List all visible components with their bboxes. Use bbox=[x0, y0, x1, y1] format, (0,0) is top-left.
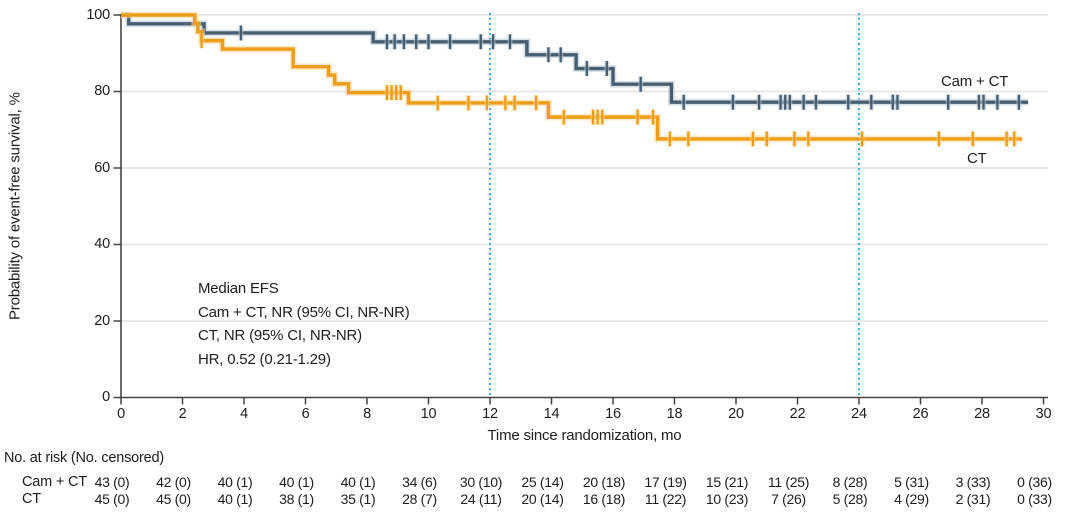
curve-label-cam-ct: Cam + CT bbox=[941, 73, 1009, 90]
x-tick-label: 6 bbox=[301, 406, 310, 422]
risk-table-cell: 0 (36) bbox=[1017, 474, 1052, 490]
risk-table-header: No. at risk (No. censored) bbox=[4, 450, 164, 466]
y-tick-label: 20 bbox=[94, 312, 110, 329]
risk-table-cell: 17 (19) bbox=[644, 474, 687, 490]
risk-table-cell: 4 (29) bbox=[894, 490, 929, 507]
risk-table-cell: 40 (1) bbox=[279, 474, 314, 490]
y-tick-label: 100 bbox=[86, 6, 110, 23]
annotation-line: Cam + CT, NR (95% CI, NR-NR) bbox=[198, 303, 410, 321]
x-tick-label: 8 bbox=[363, 406, 371, 422]
risk-table-cell: 16 (18) bbox=[582, 490, 626, 507]
risk-table-cell: 15 (21) bbox=[705, 474, 749, 490]
annotation-line: Median EFS bbox=[198, 280, 279, 297]
cam-ct-curve bbox=[121, 13, 1029, 104]
x-axis-title: Time since randomization, mo bbox=[487, 427, 682, 444]
risk-table-cell: 10 (23) bbox=[705, 490, 749, 507]
risk-table-cell: 20 (14) bbox=[521, 490, 564, 507]
x-tick-label: 10 bbox=[420, 406, 437, 422]
x-tick-label: 14 bbox=[543, 406, 560, 422]
risk-row-label-ct: CT bbox=[22, 490, 41, 507]
risk-table-cell: 3 (33) bbox=[955, 474, 991, 490]
risk-table-cell: 45 (0) bbox=[156, 490, 191, 507]
risk-row-label-cam-ct: Cam + CT bbox=[22, 474, 87, 490]
risk-table-cell: 24 (11) bbox=[460, 490, 502, 507]
risk-table-cell: 42 (0) bbox=[156, 474, 191, 490]
y-tick-label: 60 bbox=[94, 159, 110, 176]
risk-table-cell: 40 (1) bbox=[340, 474, 376, 490]
risk-table-cell: 8 (28) bbox=[832, 474, 868, 490]
x-tick-label: 2 bbox=[178, 406, 187, 422]
risk-table-cell: 5 (31) bbox=[894, 474, 929, 490]
risk-table-cell: 20 (18) bbox=[582, 474, 626, 490]
curve-label-ct: CT bbox=[967, 150, 987, 167]
risk-table-cell: 11 (22) bbox=[644, 490, 687, 507]
risk-table-cell: 7 (26) bbox=[771, 490, 806, 507]
annotation-line: CT, NR (95% CI, NR-NR) bbox=[198, 327, 362, 344]
risk-table-cell: 11 (25) bbox=[767, 474, 810, 490]
risk-table-cell: 45 (0) bbox=[94, 490, 130, 507]
x-tick-label: 4 bbox=[240, 406, 248, 422]
x-tick-label: 22 bbox=[789, 406, 806, 422]
risk-table-cell: 0 (33) bbox=[1017, 490, 1052, 507]
y-axis-title: Probability of event-free survival, % bbox=[6, 92, 24, 321]
ct-curve bbox=[121, 13, 1022, 141]
risk-table-cell: 2 (31) bbox=[955, 490, 991, 507]
x-tick-label: 0 bbox=[117, 406, 125, 422]
annotation-line: HR, 0.52 (0.21-1.29) bbox=[198, 350, 331, 368]
risk-table-cell: 43 (0) bbox=[94, 474, 130, 490]
risk-table-cell: 34 (6) bbox=[402, 474, 437, 490]
x-tick-label: 16 bbox=[605, 406, 621, 422]
risk-table-cell: 38 (1) bbox=[279, 490, 314, 507]
risk-table-cell: 25 (14) bbox=[521, 474, 564, 490]
x-tick-label: 28 bbox=[974, 406, 990, 422]
x-tick-label: 12 bbox=[482, 406, 498, 422]
risk-table-cell: 35 (1) bbox=[340, 490, 376, 507]
x-tick-label: 20 bbox=[728, 406, 744, 422]
risk-table-cell: 5 (28) bbox=[832, 490, 868, 507]
y-tick-label: 40 bbox=[94, 236, 110, 252]
x-tick-label: 18 bbox=[666, 406, 683, 422]
x-tick-label: 30 bbox=[1035, 406, 1052, 422]
x-tick-label: 24 bbox=[851, 406, 867, 422]
risk-table-cell: 40 (1) bbox=[217, 474, 253, 490]
y-tick-label: 80 bbox=[94, 83, 110, 99]
median-efs-annotation: Median EFS Cam + CT, NR (95% CI, NR-NR) … bbox=[198, 277, 410, 371]
risk-table-cell: 40 (1) bbox=[217, 490, 253, 507]
y-tick-label: 0 bbox=[102, 389, 110, 405]
x-tick-label: 26 bbox=[912, 406, 929, 422]
risk-table-cell: 30 (10) bbox=[459, 474, 503, 490]
risk-table-cell: 28 (7) bbox=[402, 490, 437, 507]
